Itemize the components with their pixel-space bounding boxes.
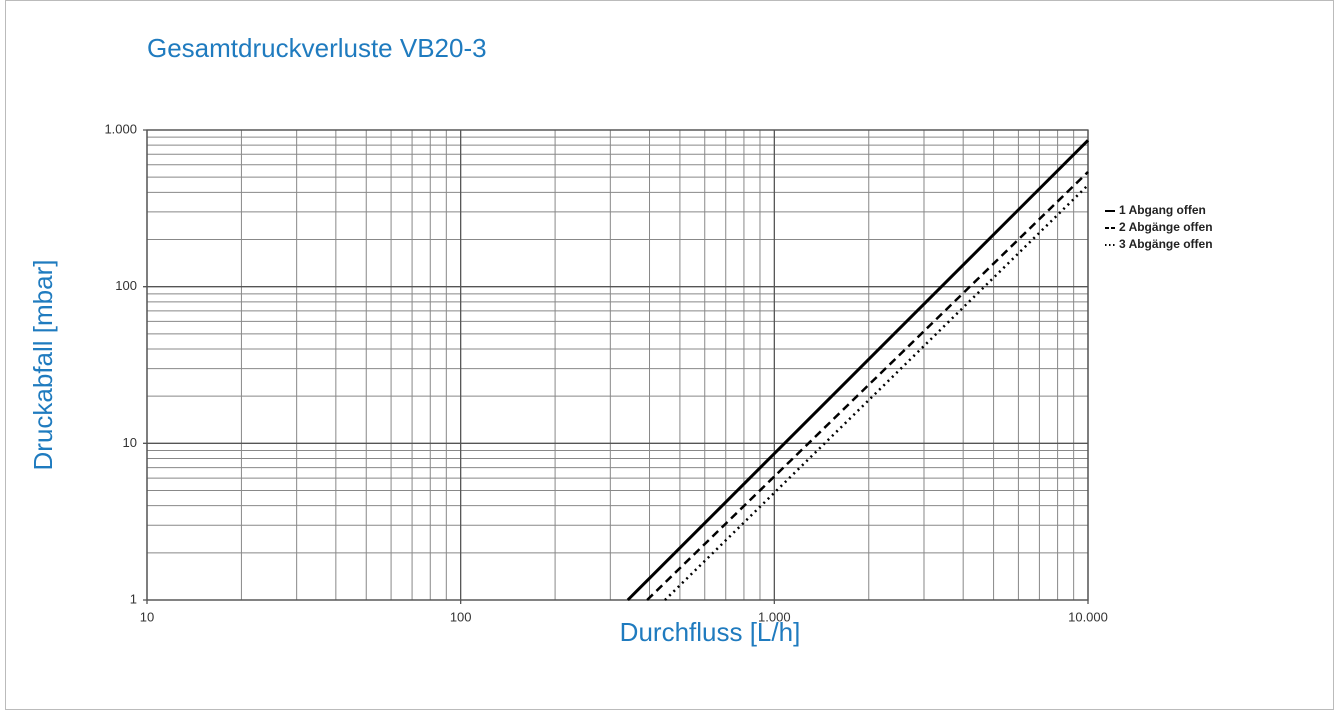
plot-border xyxy=(146,129,1089,601)
x-axis-label: Durchfluss [L/h] xyxy=(620,617,801,647)
legend-label: 1 Abgang offen xyxy=(1119,203,1206,217)
series-line xyxy=(646,171,1089,601)
x-tick-label: 100 xyxy=(450,609,472,624)
x-tick-label: 10 xyxy=(140,609,154,624)
legend-label: 3 Abgänge offen xyxy=(1119,237,1213,251)
y-tick-label: 1 xyxy=(130,591,137,606)
frame xyxy=(5,0,1334,710)
x-tick-label: 10.000 xyxy=(1068,609,1108,624)
y-axis-label: Druckabfall [mbar] xyxy=(28,260,58,471)
x-tick-label: 1.000 xyxy=(758,609,791,624)
y-tick-label: 10 xyxy=(123,435,137,450)
series-line xyxy=(664,184,1089,601)
y-tick-label: 100 xyxy=(115,278,137,293)
chart-title: Gesamtdruckverluste VB20-3 xyxy=(147,33,487,63)
y-tick-label: 1.000 xyxy=(104,121,137,136)
series-line xyxy=(626,139,1090,602)
legend-label: 2 Abgänge offen xyxy=(1119,220,1213,234)
